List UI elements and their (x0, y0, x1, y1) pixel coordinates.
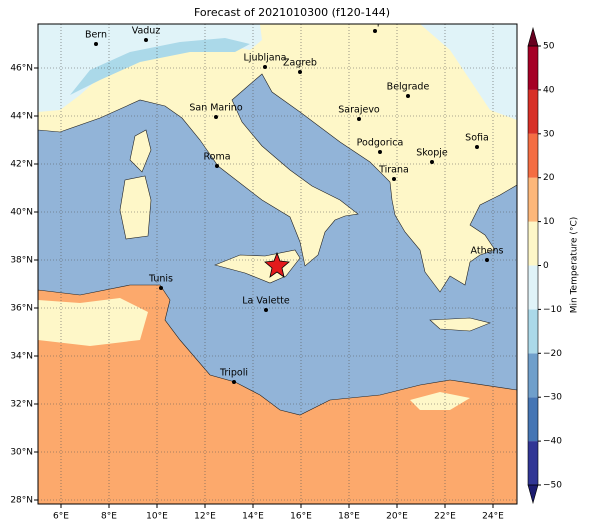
colorbar-tick-label: −20 (543, 349, 562, 359)
city-dot (215, 164, 219, 168)
colorbar-band (528, 46, 538, 90)
colorbar-tick-label: 20 (543, 173, 555, 183)
colorbar-tick-label: −30 (543, 393, 562, 403)
city-dot (159, 286, 163, 290)
colorbar-extend (527, 26, 539, 47)
colorbar-band (528, 397, 538, 442)
lat-tick-label: 46°N (10, 64, 33, 74)
colorbar-tick-label: 50 (543, 42, 555, 52)
city-dot (475, 145, 479, 149)
colorbar-tick-label: 30 (543, 129, 555, 139)
lon-tick-label: 16°E (290, 512, 312, 522)
lat-tick-label: 42°N (10, 160, 33, 170)
city-dot (378, 150, 382, 154)
city-label: Budapest (353, 17, 398, 28)
lat-tick-label: 40°N (10, 208, 33, 218)
lon-tick-label: 24°E (482, 512, 504, 522)
city-label: Bern (85, 30, 107, 41)
city-label: La Valette (242, 296, 290, 307)
lat-tick-label: 28°N (10, 496, 33, 506)
lon-tick-label: 10°E (146, 512, 168, 522)
lon-tick-label: 20°E (386, 512, 408, 522)
colorbar-band (528, 133, 538, 178)
city-label: Roma (203, 152, 230, 163)
lon-tick-label: 6°E (53, 512, 69, 522)
city-label: Sofia (465, 133, 489, 144)
lat-tick-label: 44°N (10, 112, 33, 122)
colorbar-tick-label: 40 (543, 85, 555, 95)
city-label: Ljubljana (244, 53, 287, 64)
lat-tick-label: 36°N (10, 304, 33, 314)
city-dot (232, 380, 236, 384)
city-label: Vaduz (132, 26, 161, 37)
colorbar-band (528, 177, 538, 222)
city-label: Tunis (148, 274, 173, 285)
colorbar-extend (527, 484, 539, 505)
city-dot (392, 177, 396, 181)
colorbar-band (528, 89, 538, 134)
lon-tick-label: 8°E (101, 512, 117, 522)
map-frame (37, 23, 518, 505)
warm-zone (38, 298, 148, 346)
city-dot (144, 38, 148, 42)
city-label: Podgorica (357, 138, 404, 149)
sardinia (119, 175, 152, 240)
colorbar-band (528, 441, 538, 485)
city-dot (430, 160, 434, 164)
colorbar-band (528, 265, 538, 310)
corsica (129, 129, 152, 173)
alpine-zone (70, 38, 250, 95)
lon-tick-label: 12°E (194, 512, 216, 522)
lon-tick-label: 14°E (242, 512, 264, 522)
city-label: Athens (471, 246, 504, 257)
city-label: Zagreb (283, 58, 317, 69)
colorbar-tick-label: −10 (543, 305, 562, 315)
colorbar-label: Min Temperature (°C) (570, 217, 580, 314)
lat-tick-label: 30°N (10, 448, 33, 458)
city-label: Skopje (416, 148, 448, 159)
colorbar-band (528, 221, 538, 266)
lat-tick-label: 38°N (10, 256, 33, 266)
city-dot (357, 117, 361, 121)
forecast-star (264, 251, 290, 278)
city-dot (485, 258, 489, 262)
colorbar-band (528, 353, 538, 398)
city-label: Tripoli (219, 368, 248, 379)
colorbar-tick-label: 10 (543, 217, 555, 227)
city-label: Belgrade (387, 82, 430, 93)
colorbar-tick-label: −50 (543, 481, 562, 491)
city-dot (264, 308, 268, 312)
city-label: Sarajevo (338, 105, 380, 116)
city-dot (94, 42, 98, 46)
lon-tick-label: 18°E (338, 512, 360, 522)
city-dot (263, 65, 267, 69)
city-dot (373, 29, 377, 33)
lat-tick-label: 34°N (10, 352, 33, 362)
city-dot (298, 70, 302, 74)
colorbar-tick-label: 0 (543, 261, 549, 271)
warm-zone (410, 392, 470, 410)
city-dot (406, 94, 410, 98)
cold-zone (38, 24, 262, 112)
map-title: Forecast of 2021010300 (f120-144) (194, 6, 390, 19)
lat-tick-label: 32°N (10, 400, 33, 410)
lon-tick-label: 22°E (434, 512, 456, 522)
colorbar-band (528, 309, 538, 354)
colorbar-tick-label: −40 (543, 437, 562, 447)
city-dot (214, 115, 218, 119)
city-label: San Marino (189, 103, 242, 114)
city-label: Tirana (378, 165, 409, 176)
